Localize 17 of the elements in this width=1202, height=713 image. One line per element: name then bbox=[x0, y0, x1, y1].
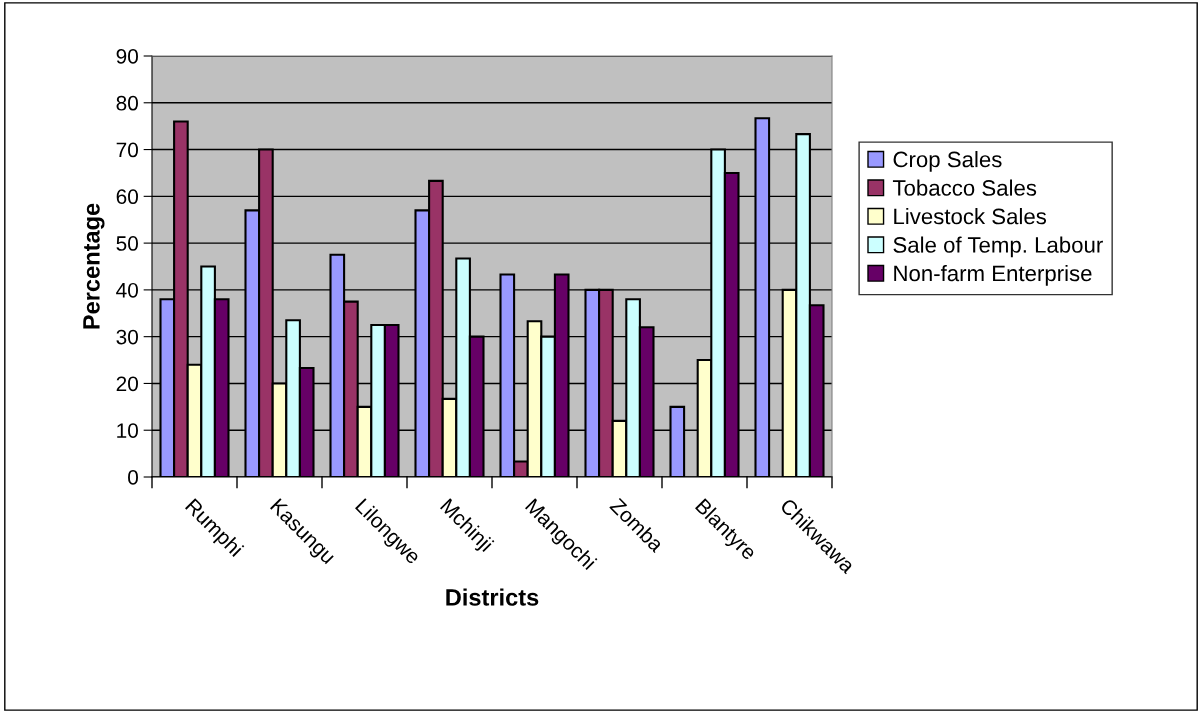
y-axis-title: Percentage bbox=[83, 203, 105, 329]
y-tick-label: 30 bbox=[116, 329, 138, 345]
x-axis-title: Districts bbox=[446, 588, 539, 606]
legend-label: Sale of Temp. Labour bbox=[893, 236, 1103, 258]
y-tick-label: 0 bbox=[128, 470, 138, 485]
legend-label: Tobacco Sales bbox=[892, 179, 1037, 196]
y-tick-label: 50 bbox=[116, 236, 138, 251]
y-tick-label: 10 bbox=[117, 423, 138, 438]
legend-label: Non-farm Enterprise bbox=[894, 264, 1092, 286]
y-tick-label: 20 bbox=[116, 376, 138, 392]
y-tick-label: 60 bbox=[116, 189, 138, 205]
y-tick-label: 80 bbox=[116, 95, 138, 111]
y-tick-label: 40 bbox=[116, 282, 138, 298]
y-tick-label: 70 bbox=[116, 142, 138, 158]
y-tick-label: 90 bbox=[116, 49, 138, 64]
legend-label: Crop Sales bbox=[893, 151, 1002, 172]
legend-label: Livestock Sales bbox=[894, 207, 1047, 225]
